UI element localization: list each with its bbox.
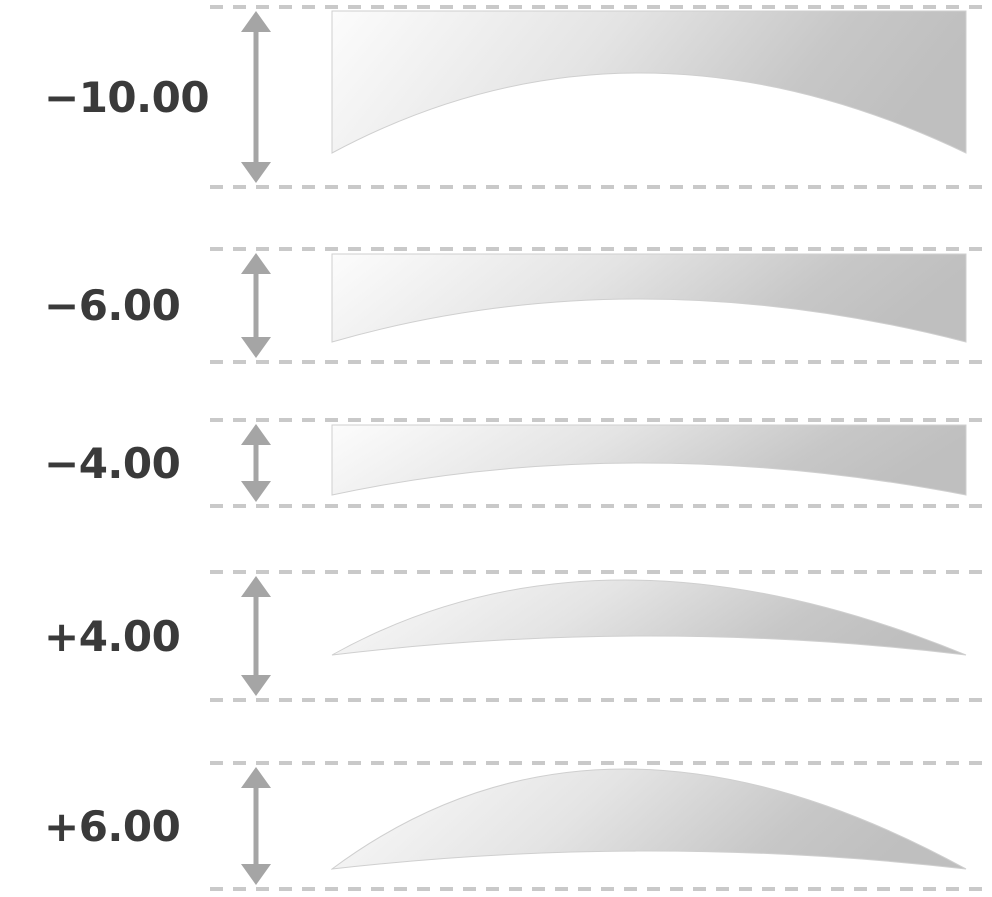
arrow-shaft: [253, 439, 259, 487]
concave-lens-shape: [331, 253, 967, 343]
lower-dashed-line: [210, 360, 992, 364]
power-label: −6.00: [44, 281, 181, 330]
lower-dashed-line: [210, 887, 992, 891]
thickness-arrow-icon: [239, 576, 273, 696]
arrowhead-up-icon: [241, 424, 271, 445]
lens-row-plus-6: +6.00: [0, 761, 992, 891]
convex-lens-shape: [331, 768, 967, 870]
power-label: +6.00: [44, 801, 181, 851]
arrowhead-up-icon: [241, 11, 271, 32]
thickness-arrow-icon: [239, 767, 273, 885]
arrowhead-down-icon: [241, 481, 271, 502]
arrow-shaft: [253, 26, 259, 168]
upper-dashed-line: [210, 247, 992, 251]
lens-row-minus-4: −4.00: [0, 418, 992, 508]
lower-dashed-line: [210, 504, 992, 508]
upper-dashed-line: [210, 418, 992, 422]
arrowhead-down-icon: [241, 162, 271, 183]
power-label: +4.00: [44, 611, 181, 661]
thickness-arrow-icon: [239, 253, 273, 358]
power-label: −4.00: [44, 438, 181, 488]
thickness-arrow-icon: [239, 11, 273, 183]
concave-lens-shape: [331, 424, 967, 496]
upper-dashed-line: [210, 570, 992, 574]
arrowhead-down-icon: [241, 337, 271, 358]
thickness-arrow-icon: [239, 424, 273, 502]
arrowhead-up-icon: [241, 767, 271, 788]
arrowhead-down-icon: [241, 675, 271, 696]
lower-dashed-line: [210, 185, 992, 189]
upper-dashed-line: [210, 761, 992, 765]
arrowhead-down-icon: [241, 864, 271, 885]
lens-row-minus-6: −6.00: [0, 247, 992, 364]
power-label: −10.00: [44, 72, 210, 122]
convex-lens-shape: [331, 579, 967, 656]
arrowhead-up-icon: [241, 253, 271, 274]
arrowhead-up-icon: [241, 576, 271, 597]
lens-row-plus-4: +4.00: [0, 570, 992, 702]
lens-row-minus-10: −10.00: [0, 5, 992, 189]
arrow-shaft: [253, 268, 259, 343]
upper-dashed-line: [210, 5, 992, 9]
arrow-shaft: [253, 591, 259, 681]
arrow-shaft: [253, 782, 259, 870]
lower-dashed-line: [210, 698, 992, 702]
concave-lens-shape: [331, 10, 967, 154]
